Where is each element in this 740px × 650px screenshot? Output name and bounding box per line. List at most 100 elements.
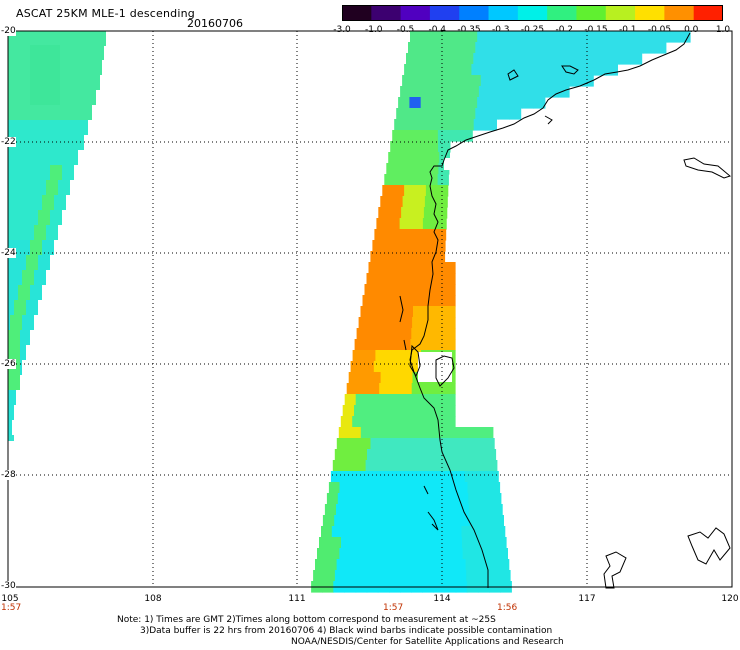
left-swath-cell [50,165,62,180]
left-swath [8,31,106,441]
swath-cell [469,515,482,527]
swath-cell [576,42,588,54]
swath-cell [438,163,450,175]
left-swath-cell [30,45,60,60]
swath-cell [481,427,494,439]
note-line-2: 3)Data buffer is 22 hrs from 20160706 4)… [140,626,553,636]
swath-cell [328,482,341,494]
swath-cell [381,251,393,263]
swath-cell [492,515,504,527]
lon-label-108: 108 [144,594,162,604]
swath-cell [456,482,469,494]
lon-label-117: 117 [578,594,596,604]
left-swath-cell [30,75,60,90]
swath-cell [509,108,522,120]
swath-cell [371,427,384,439]
swath-cell [354,405,366,417]
swath-cell [450,526,463,538]
swath-cell [582,75,594,87]
swath-cell [421,394,434,406]
swath-cell [379,383,391,395]
colorbar-swatch [547,5,578,21]
swath-cell [326,493,339,505]
swath-cell [432,405,445,417]
swath-cell [374,537,386,549]
swath-cell [433,262,445,274]
swath-cell [465,559,477,571]
swath-cell [475,108,488,120]
swath-cell [471,438,484,450]
swath-cell [378,570,391,582]
swath-cell [422,383,434,395]
swath-cell [379,262,391,274]
swath-cell [418,152,430,164]
swath-cell [487,471,499,483]
swath-cell [477,97,489,109]
bay-east [687,527,731,565]
swath-cell [344,394,357,406]
swath-cell [365,460,378,472]
swath-cell [480,75,493,87]
swath-cell [352,416,365,428]
swath-cell [424,240,436,252]
note-line-1: Note: 1) Times are GMT 2)Times along bot… [117,615,496,625]
swath-cell [370,438,383,450]
swath-cell [363,537,375,549]
swath-cell [376,405,389,417]
swath-cell [389,570,402,582]
swath-cell [387,284,399,296]
swath-cell [418,108,431,120]
swath-cell [397,416,410,428]
swath-cell [324,570,336,582]
swath-cell [452,108,465,120]
swath-cell [514,75,527,87]
swath-cell [423,251,435,263]
left-swath-cell [30,60,60,75]
swath-cell [587,42,600,54]
swath-cell [367,328,379,340]
swath-cell [429,526,441,538]
swath-cell [493,526,506,538]
swath-cell [600,31,613,43]
swath-cell [533,31,545,43]
swath-cell [570,75,583,87]
lat-label-22: -22 [1,137,16,147]
swath-cell [396,526,408,538]
colorbar-swatch [576,5,607,21]
left-swath-cell [8,195,66,210]
left-swath-cell [30,90,60,105]
swath-cell [411,262,424,274]
swath-cell [550,64,562,76]
swath-cell [492,75,504,87]
swath-cell [353,526,365,538]
swath-cell [449,438,461,450]
swath-cell [377,449,389,461]
swath-cell [412,251,424,263]
swath-cell [408,295,421,307]
time-label-1: 1:57 [1,603,22,613]
swath-cell [337,493,350,505]
swath-cell [353,471,365,483]
swath-cell [401,372,413,384]
swath-cell [454,97,467,109]
swath-cell [347,504,359,516]
swath-cell [407,108,420,120]
swath-cell [404,438,416,450]
swath-cell [473,53,486,65]
swath-cell [347,559,359,571]
swath-cell [439,119,452,131]
swath-cell [413,240,425,252]
swath-cell [447,515,459,527]
swath-cell [479,504,492,516]
swath-cell [370,493,382,505]
swath-cell [420,471,432,483]
swath-cell [596,53,609,65]
swath-cell [421,229,435,241]
swath-cell [348,372,360,384]
swath-cell [424,515,437,527]
swath-cell [415,438,428,450]
swath-cell [343,460,356,472]
swath-cell [373,361,386,373]
houtman-abrolhos-1 [423,485,429,495]
swath-cell [400,328,412,340]
